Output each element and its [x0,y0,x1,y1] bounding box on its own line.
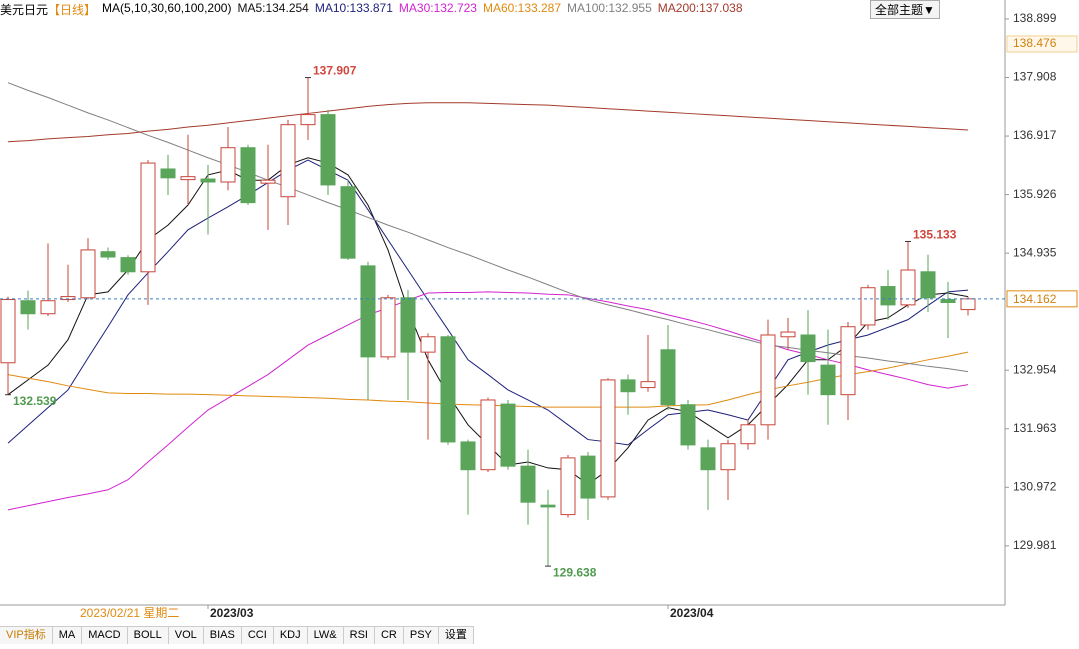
candle-body [40,300,56,315]
indicator-tab[interactable]: VOL [168,627,204,644]
candle-body [60,296,76,301]
candle-body [520,465,536,503]
price-marker-label: 138.476 [1013,36,1057,50]
y-tick-label: 129.981 [1013,538,1057,552]
legend-entry: MA200:137.038 [657,1,743,15]
candle-body [680,404,696,446]
candle-body [340,186,356,259]
candle-body [500,403,516,467]
indicator-tab[interactable]: MACD [82,627,128,644]
candle-body [800,334,816,363]
indicator-tab[interactable]: BIAS [203,627,242,644]
candle-body [660,349,676,406]
candle-body [200,178,216,183]
symbol: 美元日元【日线】 [0,1,96,18]
legend-entry: MA60:133.287 [482,1,562,15]
extreme-label: 129.638 [553,565,597,579]
candle-body [600,379,616,498]
candle-body [380,297,396,358]
candle-body [560,457,576,516]
x-tick-label: 2023/04 [670,606,714,620]
candle-body [880,286,896,306]
ma-label: MA(5,10,30,60,100,200) [102,1,232,15]
symbol-name: 美元日元 [0,3,49,17]
candle-body [280,124,296,198]
candle-body [420,336,436,353]
candle-body [260,179,276,184]
candle-body [460,441,476,471]
last-price-box [1006,290,1078,308]
y-tick-label: 136.917 [1013,128,1057,142]
candle-body [860,287,876,326]
price-marker-box [1006,35,1078,53]
candle-body [240,147,256,204]
candle-body [760,334,776,426]
y-tick-label: 131.963 [1013,421,1057,435]
candle-body [840,326,856,396]
legend-entry: MA5:134.254 [237,1,309,15]
y-tick-label: 132.954 [1013,362,1057,376]
indicator-tab[interactable]: CR [374,627,404,644]
y-tick-label: 137.908 [1013,70,1057,84]
cursor-date: 2023/02/21 星期二 [80,606,179,620]
extreme-label: 137.907 [313,64,357,78]
candle-body [820,364,836,396]
candle-body [20,300,36,315]
extreme-label: 132.539 [13,394,57,408]
candle-body [120,257,136,273]
candle-body [160,168,176,179]
candle-body [540,504,556,508]
candle-body [180,176,196,181]
indicator-tab[interactable]: RSI [343,627,375,644]
candle-body [640,381,656,389]
indicator-tab[interactable]: PSY [403,627,439,644]
indicator-tab[interactable]: 设置 [438,627,474,644]
tab-bar: VIP指标 MA MACD BOLL VOL BIAS CCI KDJ LW& RSI CR PSY 设… [0,626,474,644]
candle-body [0,299,16,364]
candle-body [440,336,456,443]
candle-body [720,443,736,471]
y-tick-label: 135.926 [1013,187,1057,201]
extreme-label: 135.133 [913,228,957,242]
x-tick-label: 2023/03 [210,606,254,620]
y-tick-label: 138.899 [1013,11,1057,25]
candle-body [300,114,316,126]
y-tick-label: 130.972 [1013,479,1057,493]
indicator-tab[interactable]: VIP指标 [0,627,53,644]
candle-body [740,424,756,445]
legend-entry: MA100:132.955 [567,1,652,15]
candle-body [400,297,416,353]
indicator-tab[interactable]: LW& [307,627,344,644]
candle-body [140,162,156,273]
indicator-tab[interactable]: KDJ [273,627,308,644]
last-price-label: 134.162 [1013,292,1057,306]
candle-body [900,269,916,306]
candle-body [80,249,96,299]
candle-body [960,298,976,311]
candle-body [920,271,936,299]
candle-body [940,299,956,303]
candle-body [320,114,336,186]
legend-entry: MA10:133.871 [314,1,393,15]
legend-entry: MA30:132.723 [398,1,477,15]
candle-body [480,399,496,471]
candle-body [100,251,116,258]
period: 【日线】 [48,3,97,17]
candle-body [780,331,796,338]
ma-line [7,102,969,143]
indicator-tab[interactable]: BOLL [127,627,169,644]
candle-body [220,147,236,183]
indicator-tab[interactable]: MA [52,627,83,644]
candle-body [620,379,636,393]
y-tick-label: 134.935 [1013,245,1057,259]
header: 美元日元【日线】 MA(5,10,30,60,100,200) MA5:134.… [0,1,743,18]
candle-body [700,447,716,471]
indicator-tab[interactable]: CCI [241,627,274,644]
theme-button[interactable]: 全部主题▼ [870,0,940,19]
candle-body [580,455,596,499]
candle-body [360,265,376,358]
